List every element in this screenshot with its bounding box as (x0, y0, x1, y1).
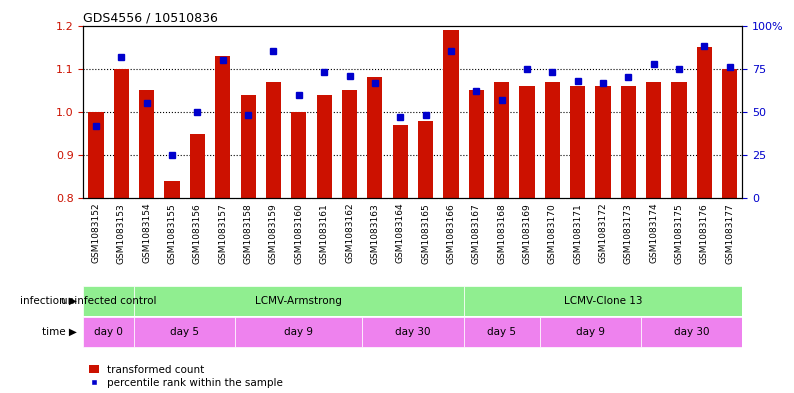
Text: infection ▶: infection ▶ (20, 296, 77, 306)
Bar (494, 82, 509, 198)
Text: GSM1083155: GSM1083155 (168, 203, 176, 264)
Bar (134, 286, 464, 316)
Bar (697, 47, 712, 198)
Bar (545, 82, 560, 198)
Bar (722, 69, 738, 198)
Text: day 5: day 5 (170, 327, 199, 337)
Bar (464, 286, 742, 316)
Text: GSM1083174: GSM1083174 (649, 203, 658, 263)
Text: GSM1083154: GSM1083154 (142, 203, 151, 263)
Text: GSM1083164: GSM1083164 (395, 203, 405, 263)
Bar (392, 125, 408, 198)
Bar (540, 317, 641, 347)
Bar (134, 317, 236, 347)
Bar (266, 82, 281, 198)
Text: day 0: day 0 (94, 327, 123, 337)
Text: GSM1083161: GSM1083161 (320, 203, 329, 264)
Text: GSM1083176: GSM1083176 (700, 203, 709, 264)
Bar (114, 69, 129, 198)
Text: GSM1083172: GSM1083172 (599, 203, 607, 263)
Bar (672, 82, 687, 198)
Text: GSM1083153: GSM1083153 (117, 203, 126, 264)
Text: LCMV-Armstrong: LCMV-Armstrong (256, 296, 342, 306)
Text: GSM1083177: GSM1083177 (725, 203, 734, 264)
Text: GSM1083163: GSM1083163 (370, 203, 380, 264)
Bar (368, 77, 383, 198)
Text: uninfected control: uninfected control (61, 296, 156, 306)
Text: day 9: day 9 (576, 327, 605, 337)
Text: GSM1083159: GSM1083159 (269, 203, 278, 264)
Text: time ▶: time ▶ (42, 327, 77, 337)
Text: GSM1083165: GSM1083165 (421, 203, 430, 264)
Bar (83, 317, 134, 347)
Bar (641, 317, 742, 347)
Bar (596, 86, 611, 198)
Text: GSM1083173: GSM1083173 (624, 203, 633, 264)
Bar (342, 90, 357, 198)
Text: day 5: day 5 (487, 327, 516, 337)
Bar (646, 82, 661, 198)
Text: GSM1083160: GSM1083160 (295, 203, 303, 264)
Bar (418, 121, 434, 198)
Text: GSM1083157: GSM1083157 (218, 203, 227, 264)
Bar (443, 30, 458, 198)
Bar (317, 95, 332, 198)
Text: GSM1083166: GSM1083166 (446, 203, 456, 264)
Text: GSM1083175: GSM1083175 (675, 203, 684, 264)
Bar (164, 181, 179, 198)
Bar (468, 90, 484, 198)
Text: GSM1083168: GSM1083168 (497, 203, 506, 264)
Bar (291, 112, 306, 198)
Bar (139, 90, 154, 198)
Text: LCMV-Clone 13: LCMV-Clone 13 (564, 296, 642, 306)
Legend: transformed count, percentile rank within the sample: transformed count, percentile rank withi… (89, 365, 283, 388)
Text: GSM1083152: GSM1083152 (91, 203, 101, 263)
Bar (241, 95, 256, 198)
Text: GDS4556 / 10510836: GDS4556 / 10510836 (83, 11, 218, 24)
Text: day 9: day 9 (284, 327, 314, 337)
Bar (621, 86, 636, 198)
Text: GSM1083170: GSM1083170 (548, 203, 557, 264)
Text: GSM1083162: GSM1083162 (345, 203, 354, 263)
Text: day 30: day 30 (395, 327, 430, 337)
Bar (519, 86, 534, 198)
Text: day 30: day 30 (674, 327, 710, 337)
Text: GSM1083158: GSM1083158 (244, 203, 252, 264)
Bar (190, 134, 205, 198)
Bar (362, 317, 464, 347)
Text: GSM1083169: GSM1083169 (522, 203, 531, 264)
Bar (83, 286, 134, 316)
Bar (215, 56, 230, 198)
Bar (88, 112, 104, 198)
Bar (236, 317, 362, 347)
Text: GSM1083167: GSM1083167 (472, 203, 480, 264)
Text: GSM1083171: GSM1083171 (573, 203, 582, 264)
Bar (464, 317, 540, 347)
Text: GSM1083156: GSM1083156 (193, 203, 202, 264)
Bar (570, 86, 585, 198)
